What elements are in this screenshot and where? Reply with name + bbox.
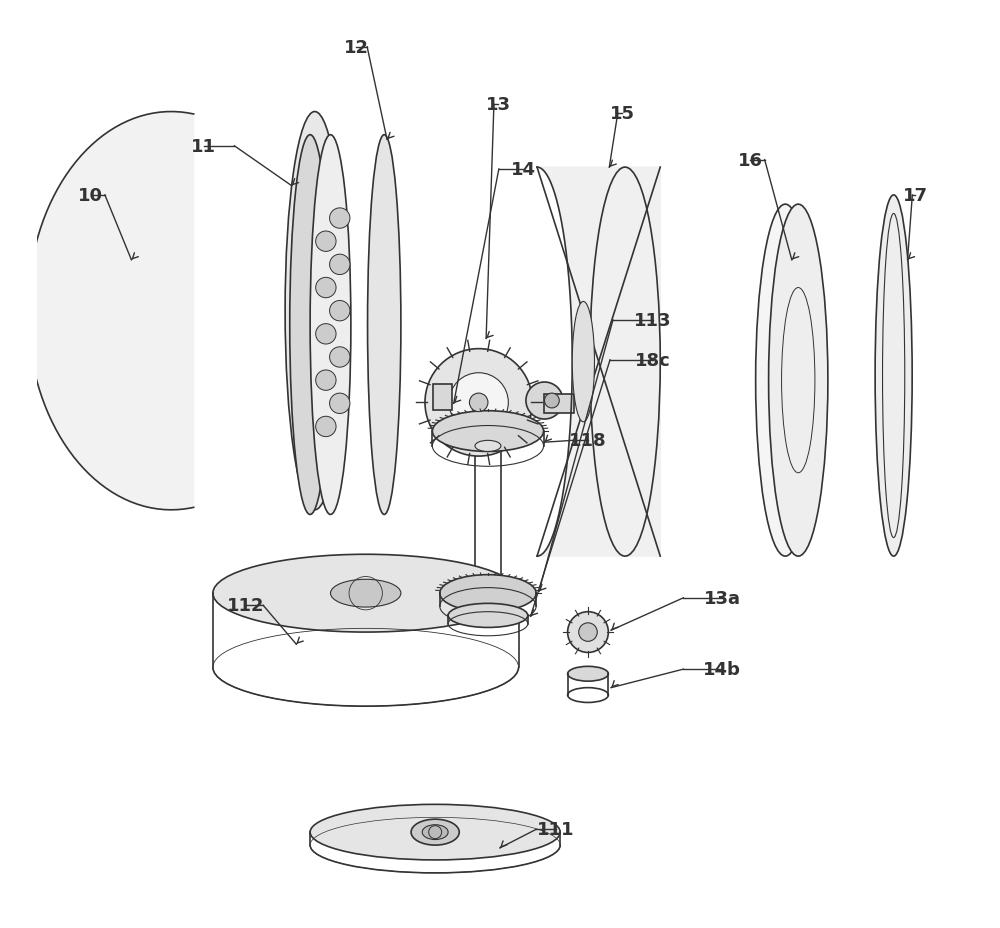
Ellipse shape xyxy=(756,205,815,557)
Ellipse shape xyxy=(590,168,660,557)
Text: 17: 17 xyxy=(902,187,927,205)
Text: 14: 14 xyxy=(511,161,536,179)
Circle shape xyxy=(449,373,508,432)
Circle shape xyxy=(425,349,532,457)
Circle shape xyxy=(579,623,597,641)
Circle shape xyxy=(330,302,350,321)
Ellipse shape xyxy=(422,825,448,840)
Circle shape xyxy=(526,382,563,419)
Text: 111: 111 xyxy=(537,820,574,839)
Text: 14b: 14b xyxy=(703,661,741,678)
Ellipse shape xyxy=(368,135,401,515)
Text: 118: 118 xyxy=(569,432,607,450)
Ellipse shape xyxy=(475,579,501,590)
Circle shape xyxy=(330,209,350,229)
Ellipse shape xyxy=(440,575,536,612)
Text: 13a: 13a xyxy=(704,589,741,607)
Polygon shape xyxy=(28,112,194,510)
Circle shape xyxy=(316,278,336,299)
Bar xyxy=(433,384,452,410)
Ellipse shape xyxy=(432,411,544,452)
Circle shape xyxy=(568,612,608,652)
Polygon shape xyxy=(537,168,660,557)
Text: 113: 113 xyxy=(634,312,672,329)
Text: 11: 11 xyxy=(191,137,216,156)
Ellipse shape xyxy=(310,805,560,860)
Circle shape xyxy=(316,370,336,391)
Text: 18c: 18c xyxy=(635,352,671,369)
Ellipse shape xyxy=(769,205,828,557)
Bar xyxy=(544,394,574,413)
Text: 15: 15 xyxy=(610,105,635,123)
Ellipse shape xyxy=(213,555,519,632)
Text: 10: 10 xyxy=(78,187,103,205)
Ellipse shape xyxy=(448,604,528,627)
Ellipse shape xyxy=(568,666,608,681)
Circle shape xyxy=(330,393,350,414)
Ellipse shape xyxy=(875,196,912,557)
Circle shape xyxy=(316,417,336,437)
Circle shape xyxy=(316,324,336,344)
Circle shape xyxy=(469,393,488,412)
Ellipse shape xyxy=(572,303,594,422)
Circle shape xyxy=(330,347,350,367)
Ellipse shape xyxy=(411,819,459,845)
Ellipse shape xyxy=(331,580,401,608)
Circle shape xyxy=(330,255,350,276)
Ellipse shape xyxy=(290,135,331,515)
Ellipse shape xyxy=(310,135,351,515)
Text: 16: 16 xyxy=(738,151,763,170)
Text: 112: 112 xyxy=(227,597,264,614)
Circle shape xyxy=(316,232,336,252)
Text: 13: 13 xyxy=(486,96,511,114)
Text: 12: 12 xyxy=(344,39,369,57)
Ellipse shape xyxy=(475,441,501,452)
Ellipse shape xyxy=(285,112,344,510)
Circle shape xyxy=(544,393,559,408)
